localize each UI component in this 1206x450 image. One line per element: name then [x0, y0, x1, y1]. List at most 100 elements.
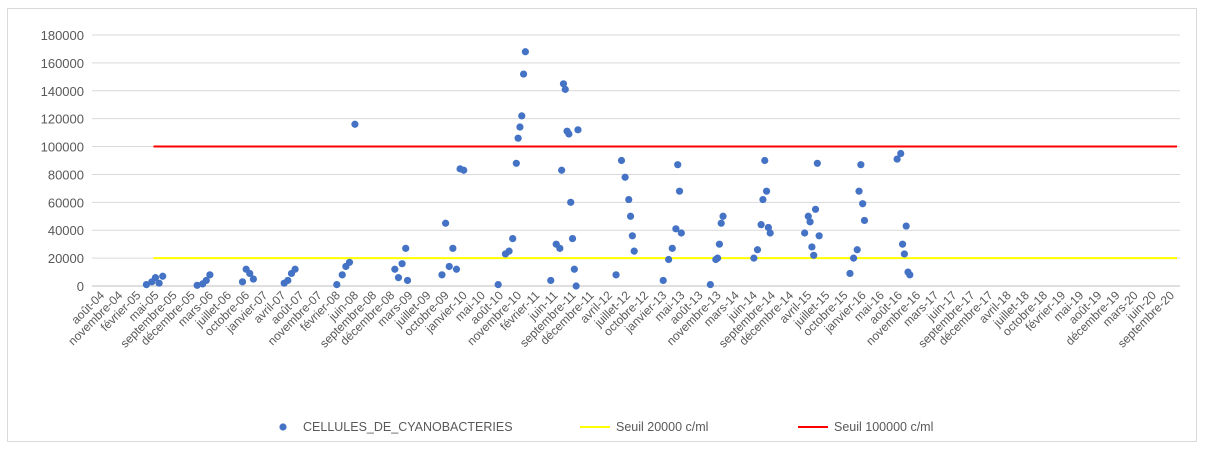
data-point — [206, 271, 214, 279]
data-point — [855, 187, 863, 195]
data-point — [626, 212, 635, 220]
data-point — [806, 218, 814, 226]
data-point — [857, 161, 865, 169]
data-point — [762, 187, 771, 195]
data-point — [516, 123, 524, 131]
data-point — [893, 155, 901, 163]
data-point — [291, 265, 299, 273]
data-point — [628, 232, 636, 240]
data-point — [706, 281, 714, 289]
data-point — [391, 265, 399, 273]
data-point — [142, 281, 150, 289]
data-point — [665, 255, 673, 264]
data-point — [675, 187, 684, 195]
data-point — [338, 271, 346, 279]
data-point — [403, 276, 412, 285]
data-point — [572, 282, 580, 290]
data-point — [668, 244, 676, 252]
chart-frame — [7, 8, 1197, 442]
data-point — [850, 254, 858, 262]
data-point — [674, 161, 682, 169]
y-tick-label: 100000 — [41, 140, 84, 155]
data-point — [449, 244, 457, 252]
data-point — [155, 279, 163, 287]
data-point — [246, 269, 254, 278]
data-point — [333, 281, 341, 289]
data-point — [900, 250, 908, 258]
data-point — [514, 134, 522, 142]
data-point — [659, 276, 667, 285]
data-point — [761, 156, 769, 165]
data-point — [810, 251, 818, 259]
y-tick-label: 120000 — [41, 112, 84, 127]
data-point — [757, 221, 765, 229]
y-tick-label: 180000 — [41, 28, 84, 43]
y-tick-label: 0 — [77, 279, 84, 294]
data-point — [394, 274, 403, 282]
data-point — [518, 112, 526, 120]
data-point — [753, 246, 762, 254]
data-point — [398, 260, 406, 268]
data-point — [859, 200, 867, 208]
y-tick-label: 80000 — [48, 167, 84, 182]
y-tick-label: 60000 — [48, 195, 84, 210]
data-point — [284, 276, 292, 285]
data-point — [519, 70, 528, 78]
data-point — [801, 229, 809, 237]
data-point — [509, 234, 517, 243]
data-point — [846, 269, 854, 278]
data-point — [438, 271, 446, 279]
data-point — [717, 219, 725, 227]
data-point — [766, 229, 774, 237]
data-point — [151, 274, 160, 282]
data-point — [612, 271, 620, 279]
data-point — [568, 234, 577, 243]
data-point — [719, 212, 727, 220]
data-point — [202, 276, 210, 285]
data-point — [512, 159, 520, 167]
data-point — [750, 254, 758, 262]
data-point — [672, 225, 680, 233]
legend-label: Seuil 20000 c/ml — [616, 420, 708, 434]
data-point — [902, 222, 910, 230]
data-point — [351, 120, 359, 128]
data-point — [521, 48, 529, 56]
data-point — [570, 265, 578, 273]
data-point — [238, 278, 247, 286]
data-point — [764, 223, 772, 232]
y-tick-label: 20000 — [48, 251, 84, 266]
data-point — [815, 232, 823, 240]
data-point — [574, 126, 582, 134]
data-point — [445, 262, 453, 271]
data-point — [494, 281, 502, 289]
data-point — [402, 244, 410, 252]
y-tick-label: 40000 — [48, 223, 84, 238]
data-point — [159, 272, 167, 280]
data-point — [505, 247, 513, 255]
data-point — [547, 276, 555, 285]
legend-label: Seuil 100000 c/ml — [834, 420, 933, 434]
data-point — [559, 80, 568, 88]
data-point — [249, 275, 257, 283]
data-point — [906, 271, 914, 279]
data-point — [345, 258, 354, 266]
legend-label: CELLULES_DE_CYANOBACTERIES — [303, 420, 513, 434]
data-point — [565, 130, 573, 138]
legend-marker — [279, 423, 287, 431]
data-point — [853, 246, 861, 254]
data-point — [460, 166, 468, 174]
data-point — [898, 240, 907, 248]
data-point — [567, 198, 575, 206]
data-point — [193, 281, 201, 289]
data-point — [621, 173, 629, 181]
data-point — [759, 195, 767, 204]
data-point — [556, 244, 564, 252]
data-point — [811, 205, 820, 213]
data-point — [813, 159, 821, 167]
data-point — [677, 229, 685, 237]
data-point — [561, 85, 569, 93]
data-point — [804, 212, 812, 220]
data-point — [808, 243, 816, 251]
data-point — [897, 149, 905, 158]
